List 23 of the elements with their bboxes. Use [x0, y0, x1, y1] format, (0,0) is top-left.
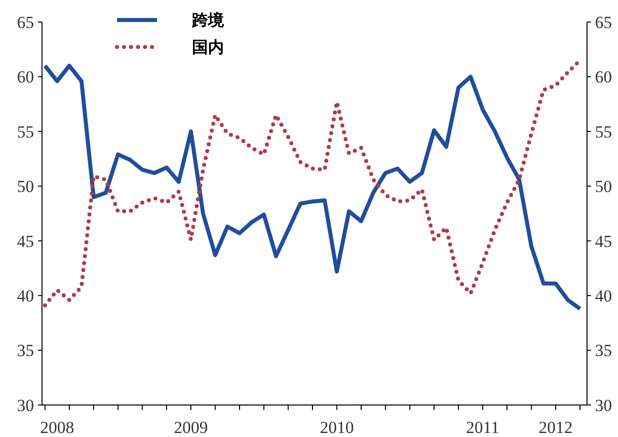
y2-tick-label: 60	[595, 68, 612, 87]
y2-tick-label: 30	[595, 396, 612, 415]
x-tick-label: 2009	[174, 418, 208, 437]
y-tick-label: 30	[17, 396, 34, 415]
x-tick-label: 2010	[320, 418, 354, 437]
y-tick-label: 65	[17, 12, 34, 32]
legend-label: 国内	[192, 38, 224, 57]
y2-tick-label: 45	[595, 232, 612, 251]
y-tick-label: 50	[17, 177, 34, 196]
legend-label: 跨境	[191, 10, 225, 30]
y-tick-label: 60	[17, 68, 34, 87]
y2-tick-label: 65	[595, 12, 612, 32]
y-tick-label: 55	[17, 122, 34, 142]
y2-tick-label: 35	[595, 341, 612, 360]
y2-tick-label: 50	[595, 177, 612, 196]
y2-tick-label: 55	[595, 122, 612, 142]
y-tick-label: 40	[17, 286, 34, 306]
x-tick-label: 2012	[538, 418, 573, 437]
y-tick-label: 35	[17, 341, 34, 360]
y2-tick-label: 40	[595, 286, 612, 306]
y-tick-label: 45	[17, 232, 34, 251]
x-tick-label: 2011	[466, 418, 500, 437]
x-tick-label: 2008	[40, 418, 74, 437]
